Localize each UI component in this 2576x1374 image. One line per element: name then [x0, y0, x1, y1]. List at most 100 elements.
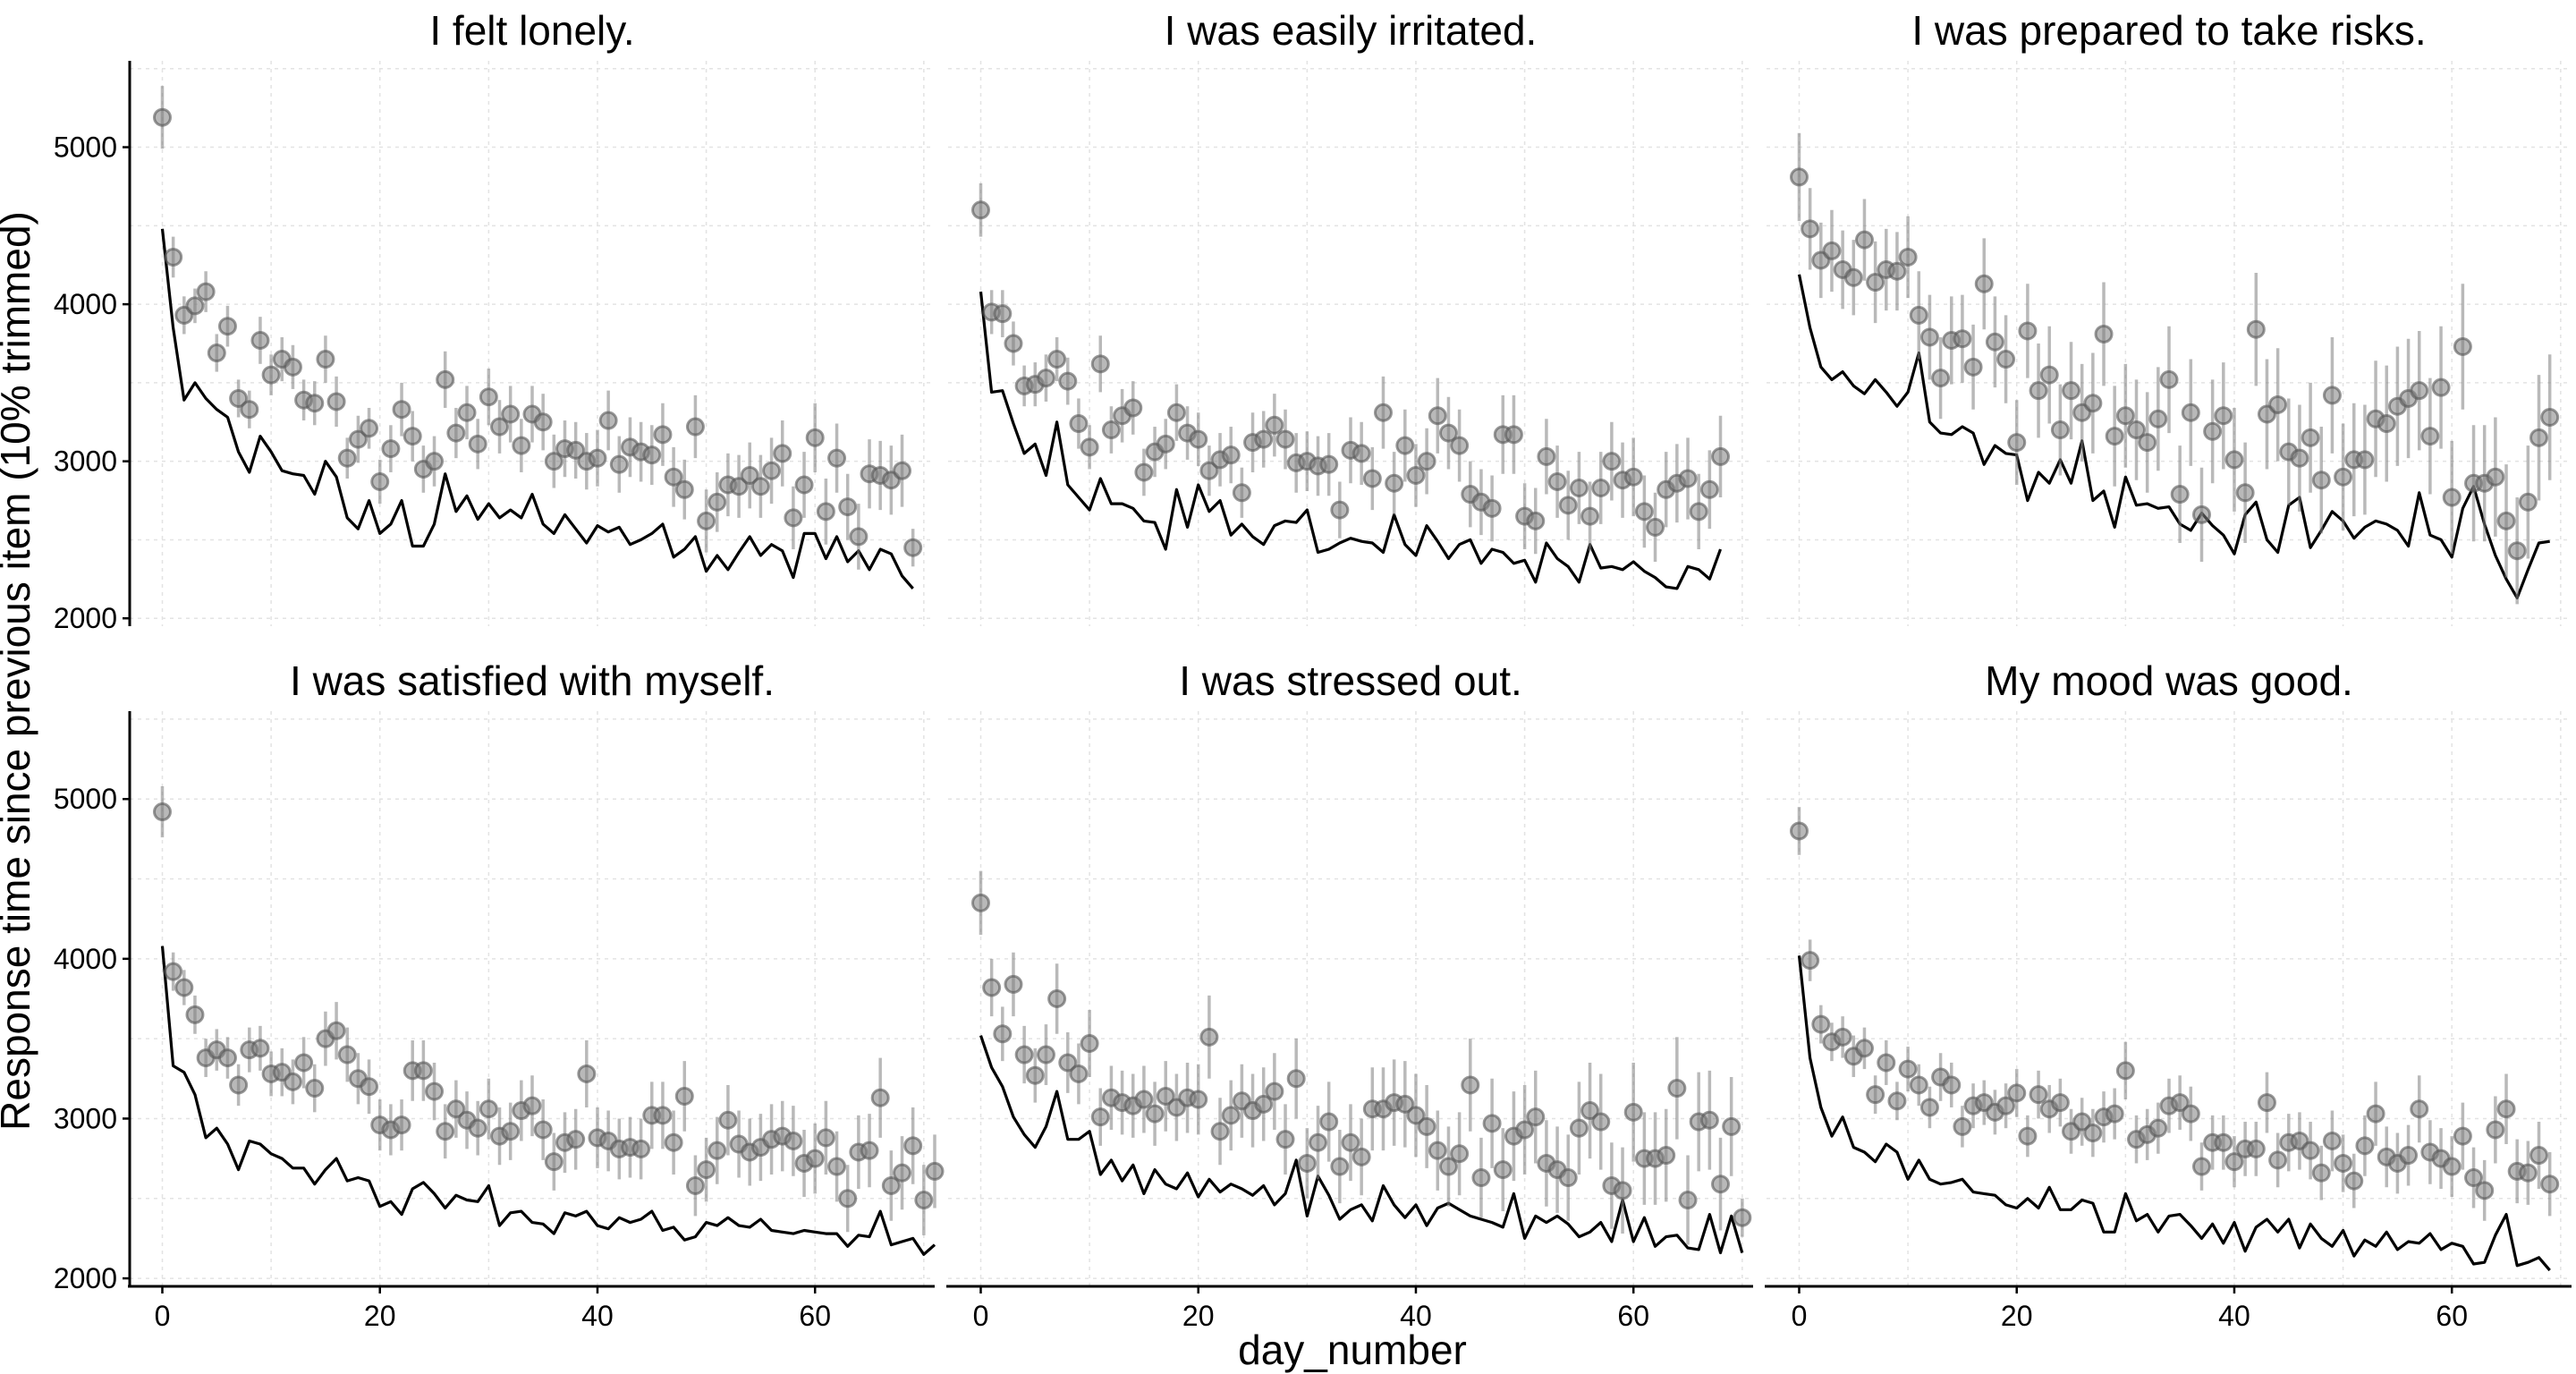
data-point — [1613, 1181, 1632, 1200]
data-point — [805, 428, 825, 447]
data-point — [533, 412, 553, 432]
data-point — [1482, 1114, 1502, 1133]
data-point — [360, 1077, 379, 1097]
data-point — [1602, 452, 1622, 471]
data-point — [2007, 433, 2027, 453]
data-point — [2029, 1085, 2048, 1105]
data-point — [1058, 371, 1078, 391]
data-point — [914, 1191, 934, 1210]
data-point — [2181, 403, 2200, 422]
data-point — [1221, 445, 1241, 465]
data-point — [479, 387, 498, 407]
y-tick-label: 2000 — [54, 602, 117, 634]
data-point — [1898, 1059, 1918, 1079]
data-point — [1789, 821, 1809, 841]
data-point — [970, 893, 990, 912]
data-point — [1232, 483, 1251, 503]
mean-line — [1797, 274, 2550, 599]
data-point — [1330, 1157, 1350, 1176]
mean-line — [160, 946, 936, 1256]
data-point — [392, 1115, 411, 1135]
y-tick-label: 5000 — [54, 131, 117, 164]
data-point — [816, 1128, 835, 1148]
data-point — [805, 1149, 825, 1168]
data-point — [436, 369, 455, 389]
data-point — [653, 425, 673, 445]
data-point — [2377, 414, 2396, 434]
data-point — [1069, 414, 1089, 434]
data-point — [164, 247, 183, 267]
data-point — [2399, 1146, 2419, 1166]
data-point — [827, 1157, 847, 1176]
data-point — [1047, 350, 1067, 369]
data-point — [1558, 1168, 1578, 1188]
data-point — [816, 502, 835, 522]
data-point — [1711, 1175, 1731, 1194]
data-point — [970, 200, 990, 220]
data-point — [718, 1110, 738, 1130]
data-point — [1854, 1039, 1874, 1058]
data-point — [1461, 1075, 1480, 1095]
data-point — [1438, 1157, 1458, 1176]
data-point — [2311, 471, 2331, 490]
data-point — [2062, 381, 2081, 401]
data-point — [2431, 377, 2451, 397]
data-point — [2224, 1152, 2244, 1172]
data-point — [685, 417, 705, 437]
data-point — [762, 461, 782, 480]
data-point — [2148, 409, 2168, 428]
x-tick-label: 0 — [1792, 1300, 1808, 1332]
data-point — [2246, 1139, 2266, 1158]
data-point — [642, 445, 662, 465]
data-point — [2529, 1146, 2549, 1166]
data-point — [1909, 1075, 1928, 1095]
data-point — [1953, 1116, 1972, 1136]
data-point — [2268, 1150, 2288, 1170]
data-point — [2322, 1131, 2342, 1150]
panel-title: I felt lonely. — [429, 7, 634, 54]
data-point — [1309, 1132, 1328, 1152]
data-point — [2475, 1181, 2495, 1200]
data-point — [446, 1099, 466, 1119]
data-point — [1678, 469, 1698, 488]
data-point — [1919, 1098, 1939, 1117]
data-point — [360, 419, 379, 438]
data-point — [1996, 1096, 2016, 1115]
data-point — [1887, 1091, 1907, 1111]
data-point — [1699, 479, 1719, 499]
data-point — [522, 1096, 542, 1115]
data-point — [1080, 437, 1099, 457]
data-point — [1058, 1053, 1078, 1073]
data-point — [1877, 1053, 1896, 1073]
data-point — [674, 479, 694, 499]
panel-6: My mood was good. 0 20 40 60 — [1765, 657, 2572, 1332]
data-point — [2235, 483, 2255, 503]
data-point — [2115, 1061, 2135, 1081]
data-point — [1199, 461, 1219, 480]
data-point — [697, 1160, 716, 1180]
panel-2: I was easily irritated. — [948, 7, 1753, 626]
panel-title: I was stressed out. — [1179, 657, 1522, 704]
data-point — [1395, 1094, 1415, 1114]
data-point — [729, 477, 749, 496]
y-axis-title: Response time since previous item (10% t… — [0, 211, 38, 1131]
data-point — [2290, 448, 2309, 468]
data-point — [2007, 1083, 2027, 1103]
data-point — [598, 411, 618, 430]
data-point — [1931, 369, 1951, 388]
x-axis-title: day_number — [1238, 1327, 1467, 1373]
data-point — [533, 1120, 553, 1140]
data-point — [1942, 1075, 1962, 1095]
x-tick-label: 40 — [1400, 1300, 1432, 1332]
x-tick-label: 0 — [973, 1300, 989, 1332]
data-point — [903, 538, 923, 557]
data-point — [1428, 406, 1447, 426]
data-point — [870, 1088, 890, 1107]
panel-title: I was easily irritated. — [1165, 7, 1538, 54]
y-tick-label: 5000 — [54, 783, 117, 815]
data-point — [588, 448, 607, 468]
data-point — [1801, 951, 1820, 971]
data-point — [326, 392, 346, 411]
data-point — [337, 1045, 357, 1064]
data-point — [2518, 1163, 2538, 1183]
